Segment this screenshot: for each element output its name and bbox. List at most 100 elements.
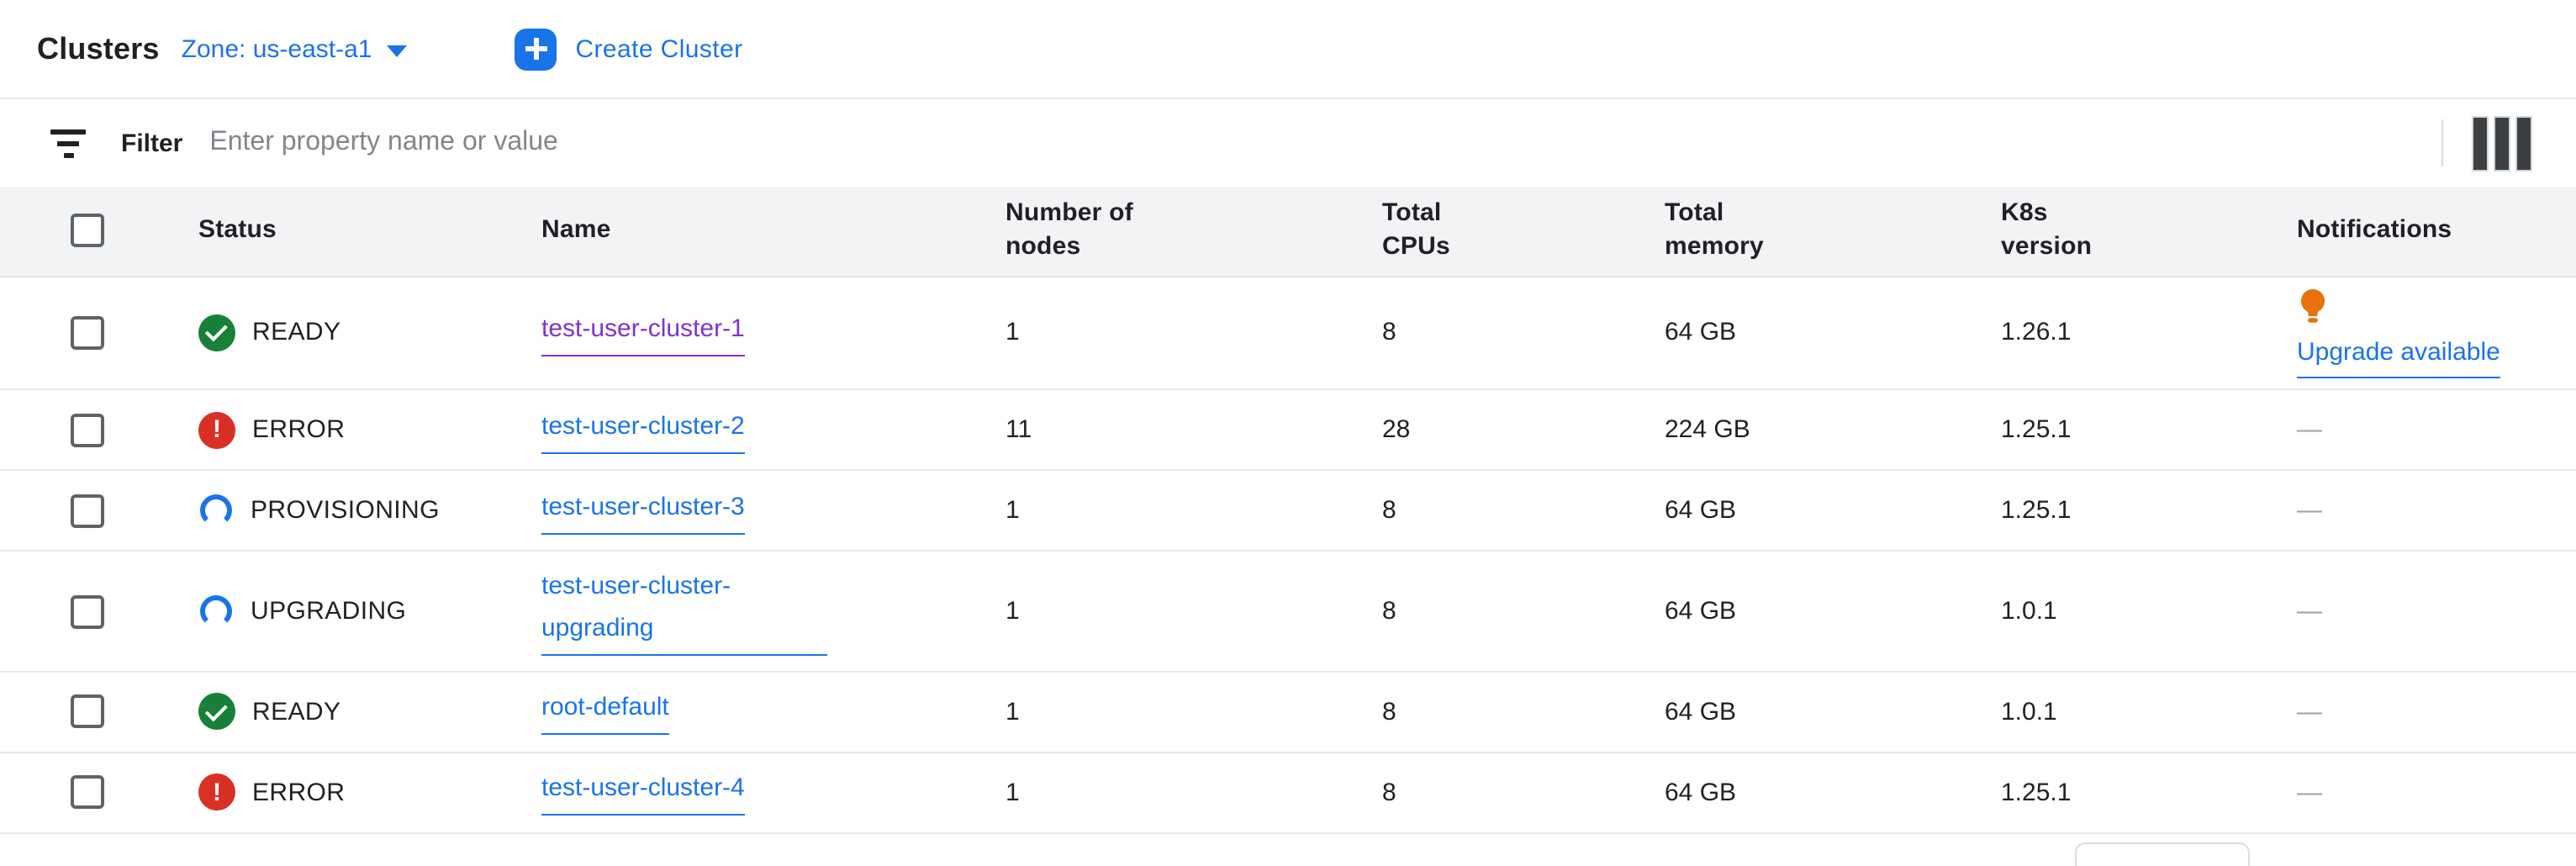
page-header: Clusters Zone: us-east-a1 Create Cluster: [0, 0, 2576, 99]
no-notification-dash: —: [2297, 778, 2322, 807]
k8s-version-cell: 1.26.1: [2001, 318, 2072, 347]
memory-cell: 64 GB: [1665, 597, 1737, 626]
cluster-name-link[interactable]: test-user-cluster-1: [541, 309, 745, 356]
name-cell: root-default: [531, 679, 995, 746]
name-cell: test-user-cluster-2: [531, 397, 995, 464]
memory-cell: 64 GB: [1665, 697, 1737, 726]
status-icon: [200, 494, 232, 527]
create-cluster-button[interactable]: Create Cluster: [515, 28, 742, 70]
status-cell: UPGRADING: [175, 580, 531, 642]
memory-cell: 64 GB: [1665, 496, 1737, 525]
k8s-version-cell: 1.0.1: [2001, 597, 2057, 626]
column-display-options-icon[interactable]: [2468, 112, 2536, 174]
table-body: READY test-user-cluster-1 1 8 64 GB 1.26…: [0, 277, 2576, 834]
no-notification-dash: —: [2297, 415, 2322, 445]
k8s-version-cell: 1.25.1: [2001, 415, 2072, 445]
column-header-nodes: Number of nodes: [1006, 198, 1133, 261]
nodes-cell: 1: [1006, 318, 1020, 347]
status-label: PROVISIONING: [251, 496, 440, 525]
table-row: ! ERROR test-user-cluster-4 1 8 64 GB 1.…: [0, 752, 2576, 834]
cluster-name-link[interactable]: root-default: [541, 689, 669, 736]
cluster-name-link[interactable]: test-user-cluster-upgrading: [541, 568, 827, 656]
k8s-version-cell: 1.25.1: [2001, 778, 2072, 807]
column-header-memory: Total memory: [1665, 198, 1764, 261]
notifications-cell: Upgrade available: [2287, 277, 2576, 389]
status-icon: [198, 314, 235, 351]
no-notification-dash: —: [2297, 496, 2322, 525]
name-cell: test-user-cluster-1: [531, 299, 995, 367]
memory-cell: 64 GB: [1665, 778, 1737, 807]
table-row: READY test-user-cluster-1 1 8 64 GB 1.26…: [0, 277, 2576, 391]
status-icon: [198, 693, 235, 731]
cluster-name-link[interactable]: test-user-cluster-4: [541, 769, 745, 816]
status-label: ERROR: [252, 415, 346, 445]
column-header-cpus: Total CPUs: [1382, 198, 1450, 261]
filter-bar: Filter: [0, 99, 2576, 187]
status-cell: ! ERROR: [175, 764, 531, 821]
name-cell: test-user-cluster-upgrading: [531, 552, 995, 671]
notifications-cell: —: [2287, 688, 2576, 737]
column-header-status: Status: [198, 215, 277, 245]
name-cell: test-user-cluster-4: [531, 759, 995, 826]
status-label: UPGRADING: [251, 597, 407, 626]
upgrade-available-link[interactable]: Upgrade available: [2297, 332, 2500, 379]
pagination-bar: Rows per page 10 1 – 6 of 6: [0, 834, 2576, 866]
select-all-checkbox[interactable]: [71, 214, 104, 248]
status-label: READY: [252, 697, 341, 726]
filter-input[interactable]: [209, 128, 2441, 158]
status-cell: READY: [175, 304, 531, 362]
cpus-cell: 8: [1382, 496, 1396, 525]
row-checkbox[interactable]: [71, 413, 104, 447]
table-header-row: Status Name Number of nodes Total CPUs T…: [0, 187, 2576, 277]
status-cell: PROVISIONING: [175, 485, 531, 537]
row-checkbox[interactable]: [71, 594, 104, 628]
row-checkbox[interactable]: [71, 315, 104, 350]
status-cell: READY: [175, 684, 531, 741]
filterbar-right: [2441, 112, 2536, 174]
name-cell: test-user-cluster-3: [531, 478, 995, 545]
notifications-cell: —: [2287, 406, 2576, 455]
nodes-cell: 1: [1006, 597, 1020, 626]
nodes-cell: 11: [1006, 415, 1032, 445]
cpus-cell: 8: [1382, 318, 1396, 347]
row-checkbox[interactable]: [71, 494, 104, 528]
cpus-cell: 8: [1382, 597, 1396, 626]
rows-per-page-select[interactable]: 10: [2075, 842, 2251, 866]
memory-cell: 64 GB: [1665, 318, 1737, 347]
no-notification-dash: —: [2297, 697, 2322, 726]
cluster-name-link[interactable]: test-user-cluster-2: [541, 407, 745, 454]
column-header-name: Name: [541, 215, 611, 245]
column-header-k8s-version: K8s version: [2001, 198, 2093, 261]
cpus-cell: 8: [1382, 778, 1396, 807]
notifications-cell: —: [2287, 768, 2576, 817]
no-notification-dash: —: [2297, 597, 2322, 626]
table-row: UPGRADING test-user-cluster-upgrading 1 …: [0, 552, 2576, 673]
status-label: ERROR: [252, 778, 346, 807]
k8s-version-cell: 1.0.1: [2001, 697, 2057, 726]
status-cell: ! ERROR: [175, 402, 531, 459]
filter-label: Filter: [121, 129, 183, 157]
cluster-name-link[interactable]: test-user-cluster-3: [541, 488, 745, 535]
clusters-table: Status Name Number of nodes Total CPUs T…: [0, 187, 2576, 834]
table-row: ! ERROR test-user-cluster-2 11 28 224 GB…: [0, 390, 2576, 472]
row-checkbox[interactable]: [71, 694, 104, 729]
column-header-notifications: Notifications: [2297, 215, 2452, 245]
table-row: READY root-default 1 8 64 GB 1.0.1 —: [0, 672, 2576, 753]
memory-cell: 224 GB: [1665, 415, 1750, 445]
row-checkbox[interactable]: [71, 775, 104, 810]
status-icon: !: [198, 411, 235, 449]
cpus-cell: 8: [1382, 697, 1396, 726]
filter-icon: [50, 129, 86, 157]
zone-selector[interactable]: Zone: us-east-a1: [182, 34, 408, 63]
page-title: Clusters: [37, 31, 160, 65]
divider: [2441, 119, 2443, 166]
zone-selector-label: Zone: us-east-a1: [181, 34, 372, 63]
notifications-cell: —: [2287, 582, 2576, 641]
cpus-cell: 28: [1382, 415, 1411, 445]
plus-icon: [515, 28, 557, 70]
table-row: PROVISIONING test-user-cluster-3 1 8 64 …: [0, 471, 2576, 552]
status-label: READY: [252, 318, 341, 347]
create-cluster-label: Create Cluster: [575, 34, 743, 63]
k8s-version-cell: 1.25.1: [2001, 496, 2072, 525]
